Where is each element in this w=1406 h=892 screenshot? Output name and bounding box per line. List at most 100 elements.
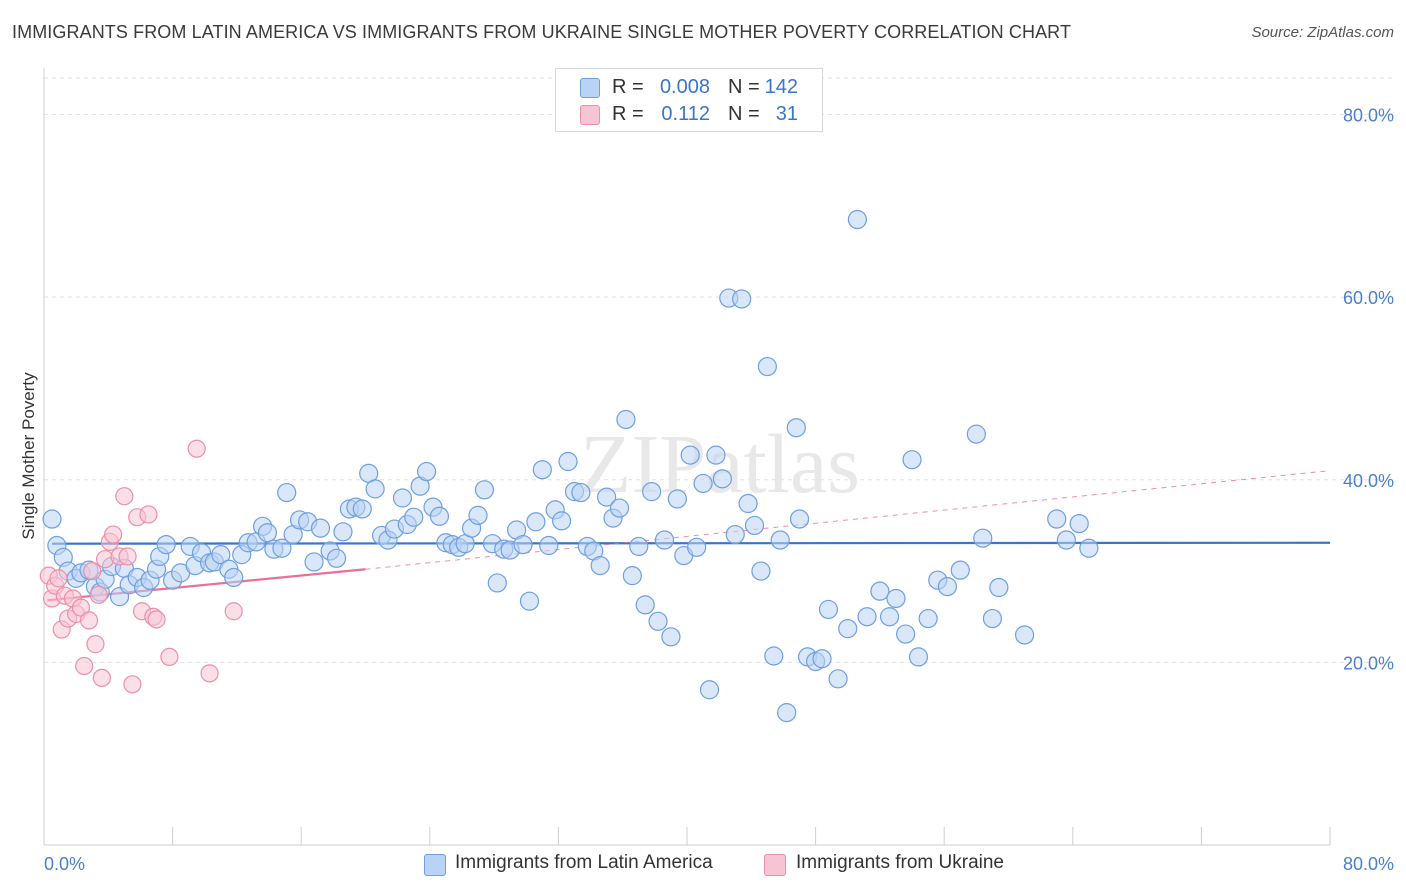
point-ukraine xyxy=(104,525,123,544)
point-latin-america xyxy=(526,512,546,532)
point-latin-america xyxy=(1069,513,1089,534)
legend-r-label: R = xyxy=(612,103,644,125)
point-latin-america xyxy=(616,409,636,430)
point-latin-america xyxy=(770,530,790,550)
point-ukraine xyxy=(147,610,166,629)
data-points xyxy=(39,209,1099,723)
point-latin-america xyxy=(597,487,617,507)
point-latin-america xyxy=(552,511,572,531)
point-latin-america xyxy=(786,418,806,438)
point-latin-america xyxy=(667,489,687,509)
point-latin-america xyxy=(474,480,495,500)
point-latin-america xyxy=(590,555,610,576)
bottom-legend-swatch-pink xyxy=(764,854,786,876)
source-label: Source: ZipAtlas.com xyxy=(1251,24,1394,41)
point-latin-america xyxy=(879,607,900,627)
point-ukraine xyxy=(49,569,68,588)
point-latin-america xyxy=(642,482,662,502)
point-latin-america xyxy=(352,499,372,519)
legend-r-label: R = xyxy=(612,76,644,98)
point-latin-america xyxy=(725,524,745,545)
point-latin-america xyxy=(648,611,668,631)
x-tick-label: 0.0% xyxy=(44,854,85,874)
point-latin-america xyxy=(870,581,890,601)
point-ukraine xyxy=(187,439,206,458)
point-latin-america xyxy=(706,445,726,465)
point-latin-america xyxy=(857,607,877,627)
point-ukraine xyxy=(75,656,94,676)
point-ukraine xyxy=(224,602,243,621)
point-latin-america xyxy=(635,595,655,615)
point-ukraine xyxy=(92,668,111,688)
tick-labels: 20.0% 40.0% 60.0% 80.0% 0.0% 80.0% xyxy=(44,106,1394,874)
x-tick-label: 80.0% xyxy=(1343,854,1394,874)
point-latin-america xyxy=(622,566,642,586)
point-latin-america xyxy=(487,573,507,593)
point-latin-america xyxy=(211,545,231,565)
point-latin-america xyxy=(468,505,488,525)
legend-n-label: N = xyxy=(728,103,760,125)
point-latin-america xyxy=(777,703,797,723)
legend-row-ukraine: R = 0.112 N = 31 xyxy=(556,102,822,128)
point-latin-america xyxy=(699,680,720,700)
point-latin-america xyxy=(304,552,324,572)
point-latin-america xyxy=(156,534,176,555)
y-tick-label: 40.0% xyxy=(1343,471,1394,491)
bottom-legend-latin-america: Immigrants from Latin America xyxy=(455,852,713,873)
legend-n-value: 142 xyxy=(764,76,798,98)
point-ukraine xyxy=(118,547,137,566)
y-axis-label: Single Mother Poverty xyxy=(19,372,38,540)
point-latin-america xyxy=(277,482,297,503)
point-ukraine xyxy=(115,487,134,506)
point-latin-america xyxy=(908,647,929,667)
point-latin-america xyxy=(365,479,385,499)
point-ukraine xyxy=(71,598,91,617)
point-ukraine xyxy=(200,664,219,683)
point-latin-america xyxy=(661,627,681,647)
legend-swatch-blue xyxy=(580,78,600,98)
watermark: ZIPatlas xyxy=(580,418,860,511)
point-latin-america xyxy=(828,669,848,689)
bottom-legend-swatch-blue xyxy=(424,854,446,876)
point-ukraine xyxy=(139,505,158,524)
point-latin-america xyxy=(224,567,244,588)
point-latin-america xyxy=(982,608,1003,629)
point-latin-america xyxy=(1056,530,1076,550)
point-latin-america xyxy=(937,576,958,597)
point-latin-america xyxy=(1014,625,1035,645)
point-latin-america xyxy=(973,528,993,548)
point-latin-america xyxy=(404,507,424,527)
point-latin-america xyxy=(738,493,758,514)
point-latin-america xyxy=(950,560,970,580)
point-ukraine xyxy=(160,647,179,667)
point-ukraine xyxy=(83,561,102,581)
point-latin-america xyxy=(744,515,765,536)
point-latin-america xyxy=(902,450,922,470)
legend-r-value: 0.112 xyxy=(661,103,710,125)
point-latin-america xyxy=(519,591,540,611)
point-latin-america xyxy=(918,608,938,629)
y-tick-label: 60.0% xyxy=(1343,288,1394,308)
point-latin-america xyxy=(532,460,552,480)
legend-n-value: 31 xyxy=(775,103,798,125)
point-latin-america xyxy=(687,537,707,557)
point-latin-america xyxy=(513,534,533,555)
point-ukraine xyxy=(86,635,105,654)
chart-title: IMMIGRANTS FROM LATIN AMERICA VS IMMIGRA… xyxy=(12,22,1072,42)
point-latin-america xyxy=(609,498,630,518)
point-latin-america xyxy=(818,599,839,620)
point-latin-america xyxy=(712,469,732,489)
point-ukraine xyxy=(79,611,99,630)
point-latin-america xyxy=(989,577,1009,598)
point-latin-america xyxy=(1079,538,1099,558)
point-latin-america xyxy=(539,535,559,556)
point-latin-america xyxy=(333,522,353,542)
bottom-legend-ukraine: Immigrants from Ukraine xyxy=(796,852,1004,873)
point-latin-america xyxy=(310,518,331,538)
point-latin-america xyxy=(272,538,292,558)
watermark-text: ZIPatlas xyxy=(580,418,860,511)
point-latin-america xyxy=(757,356,777,377)
point-latin-america xyxy=(680,445,700,465)
point-latin-america xyxy=(966,424,986,444)
